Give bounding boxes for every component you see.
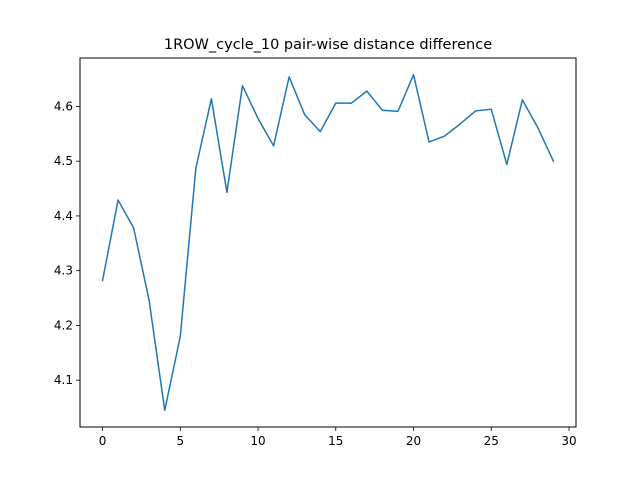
y-tick-label: 4.4 bbox=[54, 209, 73, 223]
y-tick-label: 4.2 bbox=[54, 318, 73, 332]
x-tick-label: 0 bbox=[99, 434, 107, 448]
y-tick-label: 4.1 bbox=[54, 373, 73, 387]
x-tick-label: 15 bbox=[328, 434, 343, 448]
chart-title: 1ROW_cycle_10 pair-wise distance differe… bbox=[164, 37, 492, 53]
x-tick-label: 10 bbox=[250, 434, 265, 448]
x-tick-label: 30 bbox=[561, 434, 576, 448]
y-tick-label: 4.6 bbox=[54, 99, 73, 113]
x-tick-label: 5 bbox=[176, 434, 184, 448]
series-line-0 bbox=[101, 73, 555, 412]
x-tick-label: 25 bbox=[484, 434, 499, 448]
plot-area: 0 5 10 15 20 25 30 4.1 4.2 4.3 4.4 4.5 4.6 bbox=[54, 57, 577, 448]
x-tick-label: 20 bbox=[406, 434, 421, 448]
y-tick-label: 4.3 bbox=[54, 264, 73, 278]
y-tick-label: 4.5 bbox=[54, 154, 73, 168]
axes-frame bbox=[79, 57, 577, 428]
